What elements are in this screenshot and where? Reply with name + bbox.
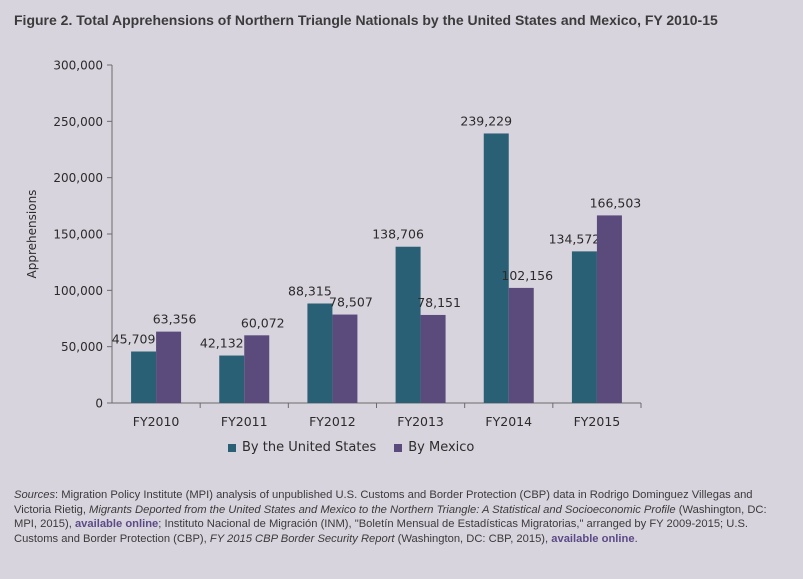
- x-tick-label: FY2012: [309, 414, 356, 429]
- data-label-mexico: 166,503: [590, 195, 642, 210]
- bar-us: [131, 351, 157, 403]
- data-label-mexico: 63,356: [153, 312, 197, 327]
- data-label-us: 138,706: [372, 227, 424, 242]
- sources-title-1: Migrants Deported from the United States…: [89, 503, 676, 516]
- legend-swatch-us: [228, 443, 236, 452]
- y-tick-label: 300,000: [53, 59, 103, 73]
- data-label-mexico: 102,156: [501, 268, 553, 283]
- bar-chart: Apprehensions 0 50,000 100,000 150,000 200,00…: [25, 59, 642, 429]
- x-tick-label: FY2013: [397, 414, 444, 429]
- y-axis-label: Apprehensions: [25, 190, 39, 279]
- x-tick-label: FY2011: [221, 414, 268, 429]
- sources-text-5: .: [634, 532, 638, 545]
- sources-text-4: (Washington, DC: CBP, 2015),: [394, 532, 552, 545]
- data-label-us: 134,572: [549, 231, 601, 246]
- bar-mexico: [156, 331, 182, 403]
- bar-mexico: [596, 215, 622, 403]
- y-tick-label: 200,000: [53, 171, 103, 185]
- y-tick-label: 0: [95, 397, 103, 411]
- y-tick-label: 150,000: [53, 228, 103, 242]
- y-tick-label: 250,000: [53, 115, 103, 129]
- sources-text-2: (Washington, DC: MPI, 2015),: [14, 503, 767, 531]
- legend-item-mexico: By Mexico: [394, 440, 474, 455]
- bar-mexico: [420, 314, 446, 403]
- available-online-link-1[interactable]: available online: [74, 518, 159, 530]
- data-label-us: 45,709: [112, 332, 156, 347]
- bar-mexico: [244, 335, 270, 403]
- y-tick-label: 50,000: [61, 340, 103, 354]
- bar-mexico: [332, 314, 358, 403]
- available-online-link-2[interactable]: available online: [551, 532, 635, 545]
- sources-title-2: FY 2015 CBP Border Security Report: [209, 532, 395, 545]
- sources-text-3: ; Instituto Nacional de Migración (INM),…: [14, 518, 749, 545]
- data-label-mexico: 78,151: [417, 295, 461, 310]
- bar-us: [219, 355, 245, 403]
- sources-label: Sources: [14, 489, 56, 501]
- data-label-us: 42,132: [200, 336, 244, 351]
- figure-title: Figure 2. Total Apprehensions of Norther…: [14, 12, 718, 28]
- data-label-mexico: 60,072: [241, 315, 285, 330]
- legend-label-mexico: By Mexico: [408, 440, 475, 455]
- bar-us: [483, 133, 509, 403]
- legend-label-us: By the United States: [242, 440, 377, 455]
- bar-us: [307, 303, 333, 403]
- data-label-us: 88,315: [288, 283, 332, 298]
- x-tick-label: FY2015: [574, 414, 621, 429]
- bar-us: [571, 251, 597, 403]
- legend-swatch-mexico: [394, 443, 403, 452]
- sources-text-1: : Migration Policy Institute (MPI) analy…: [14, 489, 753, 516]
- data-label-mexico: 78,507: [329, 295, 373, 310]
- sources-note: Sources: Migration Policy Institute (MPI…: [14, 488, 789, 546]
- data-label-us: 239,229: [460, 113, 512, 128]
- x-tick-label: FY2014: [485, 414, 532, 429]
- chart-legend: By the United States By Mexico: [228, 440, 474, 455]
- bar-mexico: [508, 287, 534, 403]
- x-tick-label: FY2010: [133, 414, 180, 429]
- y-tick-label: 100,000: [53, 284, 103, 298]
- legend-item-us: By the United States: [228, 440, 376, 455]
- bar-us: [395, 246, 421, 403]
